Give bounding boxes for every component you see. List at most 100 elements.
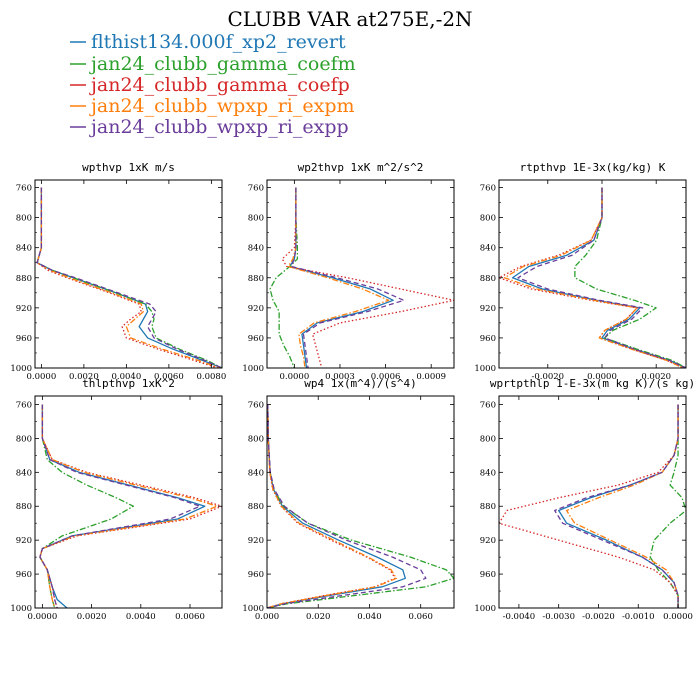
y-tick-label: 920: [480, 304, 496, 314]
x-tick-label: 0.0020: [69, 372, 99, 382]
series-line: [267, 404, 398, 608]
series-line: [499, 404, 679, 608]
x-tick-label: 0.0040: [112, 372, 142, 382]
panel: wp4 1x(m^4)/(s^4)76080084088092096010000…: [242, 377, 455, 622]
series-line: [269, 187, 299, 368]
legend-label: jan24_clubb_wpxp_ri_expm: [89, 95, 355, 117]
x-tick-label: 0.0080: [197, 372, 227, 382]
y-tick-label: 760: [248, 400, 264, 410]
plot-frame: [34, 395, 223, 609]
y-tick-label: 760: [248, 184, 264, 194]
y-tick-label: 840: [248, 244, 264, 254]
y-tick-label: 880: [248, 274, 264, 284]
plot-frame: [266, 179, 455, 369]
panel: wp2thvp 1xK m^2/s^2 760 800 840 880 920 960 100…: [242, 161, 455, 382]
x-tick-label: 0.0020: [77, 612, 107, 622]
y-tick-label: 920: [16, 304, 32, 314]
series-line: [36, 187, 218, 368]
legend-item: jan24_clubb_wpxp_ri_expm: [70, 95, 355, 117]
series-line: [499, 187, 684, 368]
series-line: [511, 187, 686, 368]
y-tick-label: 1000: [242, 604, 264, 614]
x-tick-label: 0.0020: [641, 372, 671, 382]
y-tick-label: 840: [16, 244, 32, 254]
panel: thlpthvp 1xK^276080084088092096010000.00…: [10, 377, 223, 622]
y-tick-label: 840: [480, 468, 496, 478]
series-line: [36, 187, 222, 368]
y-tick-label: 960: [480, 334, 496, 344]
plot-frame: [498, 395, 687, 609]
y-tick-label: 960: [480, 570, 496, 580]
series-group: [267, 404, 454, 608]
panel-title: wp4 1x(m^4)/(s^4): [304, 377, 417, 390]
series-group: [499, 187, 686, 368]
y-tick-label: 920: [480, 536, 496, 546]
series-line: [289, 187, 394, 368]
x-tick-label: 0.0060: [154, 372, 184, 382]
panel: wpthvp 1xK m/s76080084088092096010000.00…: [10, 161, 226, 382]
series-line: [503, 187, 684, 368]
x-tick-label: 0.0000: [587, 372, 617, 382]
y-tick-label: 1000: [10, 364, 32, 374]
x-tick-label: -0.0020: [582, 612, 615, 622]
legend-label: jan24_clubb_gamma_coefm: [89, 53, 356, 75]
legend-label: jan24_clubb_wpxp_ri_expp: [89, 116, 349, 138]
plot-frame: [498, 179, 687, 369]
series-line: [36, 187, 222, 368]
y-tick-label: 880: [248, 502, 264, 512]
legend-item: jan24_clubb_gamma_coefm: [70, 53, 356, 75]
x-tick-label: 0.0000: [27, 372, 57, 382]
x-tick-label: -0.0040: [503, 612, 536, 622]
panel-title: rtpthvp 1E-3x(kg/kg) K: [520, 161, 666, 174]
y-tick-label: 920: [16, 536, 32, 546]
y-tick-label: 960: [248, 570, 264, 580]
x-tick-label: 0.0006: [371, 372, 401, 382]
y-tick-label: 760: [480, 184, 496, 194]
series-line: [290, 187, 405, 368]
x-tick-label: -0.0010: [622, 612, 655, 622]
series-line: [287, 187, 390, 368]
series-line: [554, 404, 679, 608]
series-line: [574, 187, 686, 368]
panels: wpthvp 1xK m/s76080084088092096010000.00…: [10, 161, 695, 622]
series-line: [517, 187, 686, 368]
series-group: [499, 404, 686, 608]
series-line: [39, 404, 222, 608]
x-tick-label: -0.0020: [531, 372, 564, 382]
series-line: [36, 187, 221, 368]
y-tick-label: 880: [480, 502, 496, 512]
y-tick-label: 800: [248, 214, 264, 224]
series-line: [39, 404, 201, 608]
x-tick-label: 0.0000: [28, 612, 58, 622]
legend-item: flthist134.000f_xp2_revert: [70, 31, 346, 53]
figure-title: CLUBB VAR at275E,-2N: [227, 7, 472, 31]
y-tick-label: 800: [480, 434, 496, 444]
y-tick-label: 800: [248, 434, 264, 444]
y-tick-label: 840: [248, 468, 264, 478]
x-tick-label: 0.0040: [126, 612, 156, 622]
series-line: [39, 404, 218, 608]
series-group: [39, 404, 222, 608]
panel: rtpthvp 1E-3x(kg/kg) K 760 800 840 880 920 960…: [474, 161, 687, 382]
plot-frame: [34, 179, 223, 369]
x-tick-label: 0.0000: [663, 612, 693, 622]
y-tick-label: 960: [16, 570, 32, 580]
series-line: [39, 404, 135, 608]
plot-frame: [266, 395, 455, 609]
y-tick-label: 920: [248, 536, 264, 546]
series-line: [39, 404, 206, 608]
y-tick-label: 960: [16, 334, 32, 344]
x-tick-label: -0.0030: [542, 612, 575, 622]
y-tick-label: 760: [480, 400, 496, 410]
legend-item: jan24_clubb_wpxp_ri_expp: [70, 116, 349, 138]
legend-label: flthist134.000f_xp2_revert: [91, 31, 346, 53]
y-tick-label: 880: [16, 502, 32, 512]
x-tick-label: 0.060: [409, 612, 433, 622]
x-tick-label: 0.020: [306, 612, 330, 622]
y-tick-label: 880: [480, 274, 496, 284]
panel-title: wprtpthlp 1-E-3x(m kg K)/(s kg): [490, 377, 695, 390]
x-tick-label: 0.000: [255, 612, 279, 622]
panel-title: wp2thvp 1xK m^2/s^2: [298, 161, 424, 174]
legend-item: jan24_clubb_gamma_coefp: [70, 74, 350, 96]
